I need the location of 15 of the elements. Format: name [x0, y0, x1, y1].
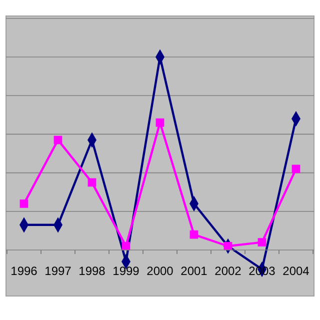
x-tick-label: 2004: [282, 264, 310, 278]
x-tick-label: 1999: [112, 264, 140, 278]
x-tick-label: 2002: [214, 264, 242, 278]
point: [190, 230, 198, 239]
point: [20, 199, 28, 208]
x-tick-label: 1997: [44, 264, 72, 278]
point: [292, 164, 300, 174]
x-tick-label: 1998: [78, 264, 106, 278]
x-tick-label: 2000: [146, 264, 174, 278]
point: [258, 238, 266, 246]
x-tick-label: 1996: [10, 264, 38, 278]
point: [156, 118, 164, 127]
x-tick-label: 2001: [180, 264, 208, 278]
point: [54, 136, 62, 144]
point: [88, 178, 96, 187]
